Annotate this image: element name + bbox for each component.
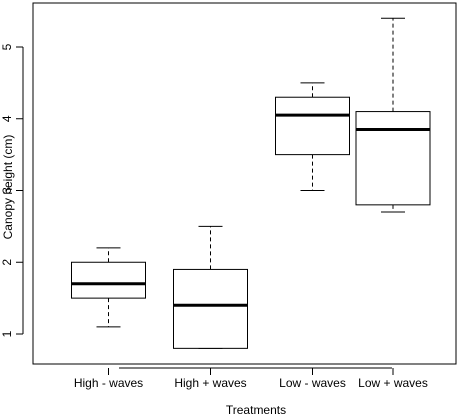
x-tick-label: High + waves xyxy=(174,376,246,390)
box-3 xyxy=(275,82,350,191)
x-axis: High - waves High + waves Low - waves Low +… xyxy=(74,367,428,390)
y-axis: 1 2 3 4 5 xyxy=(0,43,24,337)
y-tick-label: 1 xyxy=(0,330,14,337)
box-rect xyxy=(275,96,350,156)
x-tick-label: High - waves xyxy=(74,376,143,390)
box-rect xyxy=(71,261,146,299)
x-axis-title: Treatments xyxy=(226,403,286,417)
box-2 xyxy=(173,225,248,349)
y-axis-title: Canopy height (cm) xyxy=(1,135,15,240)
y-tick-label: 4 xyxy=(0,115,14,122)
x-tick-label: Low - waves xyxy=(279,376,346,390)
plot-frame xyxy=(32,2,457,365)
y-tick-label: 2 xyxy=(0,259,14,266)
y-tick-label: 5 xyxy=(0,43,14,50)
box-1 xyxy=(71,247,146,328)
box-rect xyxy=(355,111,431,206)
boxes-group xyxy=(71,17,431,349)
x-tick-label: Low + waves xyxy=(358,376,428,390)
box-rect xyxy=(173,268,248,349)
y-tick-label: 3 xyxy=(0,187,14,194)
box-4 xyxy=(355,17,431,213)
